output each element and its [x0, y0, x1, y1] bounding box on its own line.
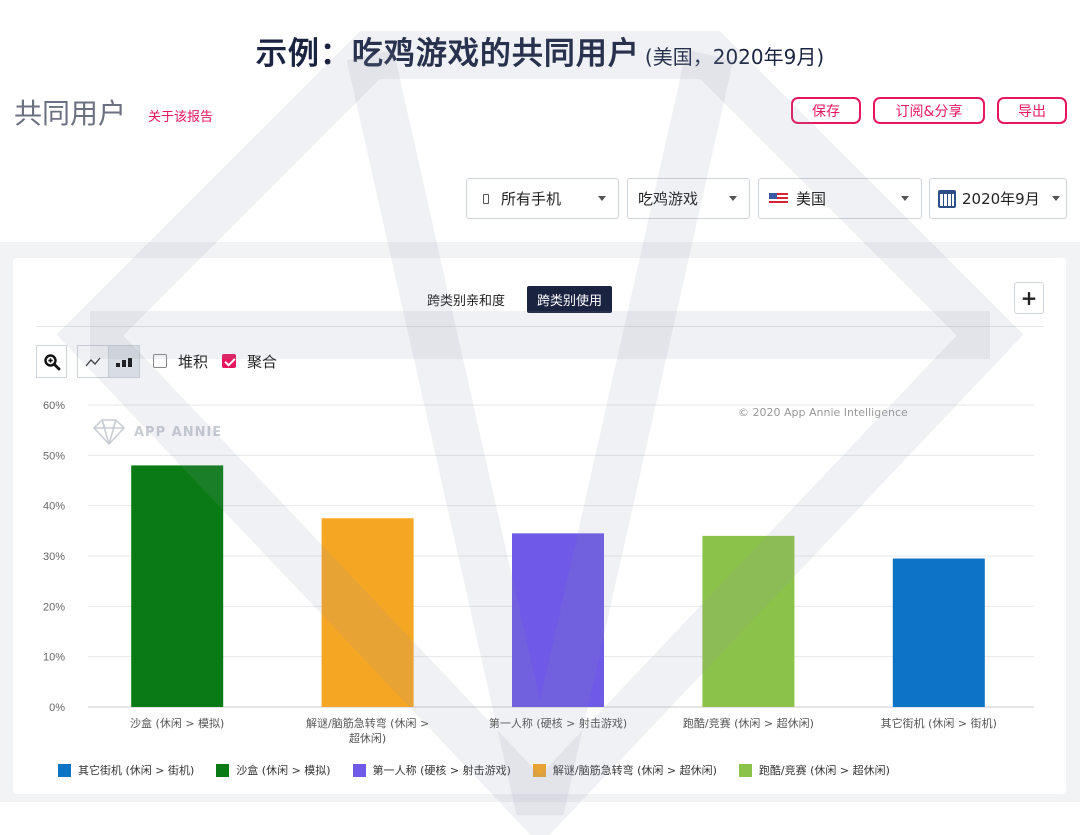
x-tick-label: 第一人称 (硬核 > 射击游戏) — [489, 716, 627, 730]
legend-label: 第一人称 (硬核 > 射击游戏) — [372, 764, 511, 777]
section-title: 共同用户 — [14, 97, 127, 130]
legend-item[interactable]: 其它街机 (休闲 > 街机) — [58, 762, 194, 778]
copyright-text: © 2020 App Annie Intelligence — [738, 406, 908, 419]
line-chart-icon — [85, 357, 101, 366]
bar-chart-icon — [116, 357, 132, 367]
x-tick-label: 超休闲) — [349, 731, 386, 745]
bar — [131, 465, 224, 707]
y-tick-label: 40% — [43, 501, 65, 513]
bar — [512, 533, 604, 707]
y-tick-label: 30% — [43, 551, 65, 563]
legend-item[interactable]: 沙盒 (休闲 > 模拟) — [216, 762, 331, 778]
legend-swatch — [58, 763, 71, 777]
calendar-icon — [938, 189, 956, 208]
us-flag-icon — [769, 192, 788, 205]
aggregate-checkbox[interactable] — [222, 354, 236, 368]
legend-item[interactable]: 跑酷/竞赛 (休闲 > 超休闲) — [738, 762, 890, 778]
phone-icon — [483, 193, 489, 204]
chevron-down-icon — [729, 196, 737, 201]
y-tick-label: 60% — [43, 400, 65, 412]
add-button[interactable]: + — [1014, 282, 1044, 314]
stack-checkbox[interactable] — [153, 354, 167, 368]
stack-label: 堆积 — [178, 353, 209, 371]
legend-label: 沙盒 (休闲 > 模拟) — [236, 764, 331, 777]
tab-cross-category-affinity[interactable]: 跨类别亲和度 — [426, 294, 505, 309]
legend-label: 跑酷/竞赛 (休闲 > 超休闲) — [758, 764, 890, 777]
bar — [892, 558, 985, 707]
legend-label: 解谜/脑筋急转弯 (休闲 > 超休闲) — [552, 764, 717, 777]
device-filter-value: 所有手机 — [501, 190, 562, 208]
legend-swatch — [216, 763, 230, 777]
y-tick-label: 0% — [49, 702, 65, 714]
divider — [36, 326, 1044, 327]
legend-item[interactable]: 第一人称 (硬核 > 射击游戏) — [352, 762, 511, 778]
y-tick-label: 10% — [43, 652, 65, 664]
y-tick-label: 20% — [43, 601, 65, 613]
subscribe-share-button[interactable]: 订阅&分享 — [873, 97, 985, 124]
legend-swatch — [738, 763, 752, 777]
date-filter[interactable]: 2020年9月 — [929, 178, 1067, 219]
legend-swatch — [532, 763, 546, 777]
zoom-in-icon — [43, 353, 60, 370]
chart-legend: 其它街机 (休闲 > 街机) 沙盒 (休闲 > 模拟) 第一人称 (硬核 > 射击游… — [58, 762, 912, 778]
app-annie-watermark: APP ANNIE — [92, 418, 222, 446]
bar — [702, 535, 795, 707]
country-filter-value: 美国 — [796, 190, 827, 208]
x-tick-label: 解谜/脑筋急转弯 (休闲 > — [306, 716, 429, 730]
line-chart-toggle[interactable] — [77, 345, 109, 378]
category-filter[interactable]: 吃鸡游戏 — [627, 178, 750, 219]
page-title-sub: (美国，2020年9月) — [644, 45, 825, 69]
x-tick-label: 其它街机 (休闲 > 街机) — [881, 716, 997, 730]
app-annie-brand: APP ANNIE — [134, 424, 223, 440]
x-tick-label: 跑酷/竞赛 (休闲 > 超休闲) — [683, 716, 814, 730]
zoom-button[interactable] — [36, 345, 67, 378]
x-tick-label: 沙盒 (休闲 > 模拟) — [130, 716, 224, 730]
device-filter[interactable]: 所有手机 — [466, 178, 619, 219]
app-annie-logo-icon — [92, 419, 126, 446]
category-filter-value: 吃鸡游戏 — [638, 190, 699, 208]
legend-swatch — [352, 763, 366, 777]
legend-item[interactable]: 解谜/脑筋急转弯 (休闲 > 超休闲) — [532, 762, 717, 778]
legend-label: 其它街机 (休闲 > 街机) — [78, 764, 195, 777]
page-title: 示例：吃鸡游戏的共同用户 (美国，2020年9月) — [0, 28, 1080, 73]
export-button[interactable]: 导出 — [997, 97, 1067, 124]
about-report-link[interactable]: 关于该报告 — [148, 110, 214, 125]
bar-chart-toggle[interactable] — [108, 345, 140, 378]
page-title-main: 示例：吃鸡游戏的共同用户 — [255, 36, 640, 72]
chevron-down-icon — [598, 196, 606, 201]
chevron-down-icon — [1052, 196, 1060, 201]
save-button[interactable]: 保存 — [791, 97, 861, 124]
country-filter[interactable]: 美国 — [758, 178, 922, 219]
aggregate-label: 聚合 — [247, 353, 278, 371]
tab-cross-category-usage[interactable]: 跨类别使用 — [527, 286, 612, 313]
chevron-down-icon — [901, 196, 909, 201]
y-tick-label: 50% — [43, 450, 65, 462]
bar — [321, 518, 414, 707]
date-filter-value: 2020年9月 — [962, 190, 1040, 208]
